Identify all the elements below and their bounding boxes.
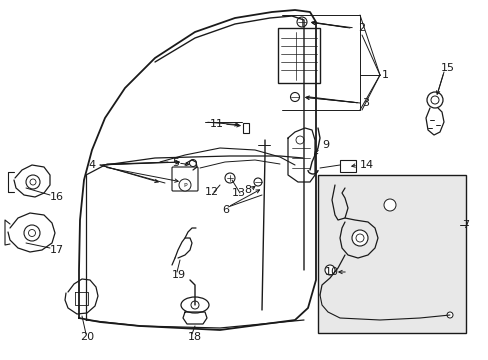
Text: 19: 19 bbox=[172, 270, 186, 280]
Circle shape bbox=[28, 230, 36, 237]
Circle shape bbox=[355, 234, 363, 242]
Circle shape bbox=[224, 173, 235, 183]
Circle shape bbox=[253, 178, 262, 186]
Text: 2: 2 bbox=[357, 23, 365, 33]
Bar bbox=[317, 175, 465, 333]
Text: 4: 4 bbox=[88, 160, 95, 170]
Circle shape bbox=[290, 93, 299, 102]
Circle shape bbox=[24, 225, 40, 241]
Circle shape bbox=[179, 179, 191, 191]
Circle shape bbox=[351, 230, 367, 246]
Text: 1: 1 bbox=[381, 70, 388, 80]
Text: 15: 15 bbox=[440, 63, 454, 73]
Bar bbox=[339, 160, 355, 172]
Text: 11: 11 bbox=[209, 119, 224, 129]
Circle shape bbox=[30, 179, 36, 185]
Text: 12: 12 bbox=[204, 187, 219, 197]
Circle shape bbox=[426, 92, 442, 108]
Circle shape bbox=[325, 265, 334, 275]
Circle shape bbox=[446, 312, 452, 318]
FancyBboxPatch shape bbox=[172, 167, 198, 191]
Bar bbox=[278, 28, 319, 83]
Text: 6: 6 bbox=[222, 205, 228, 215]
Text: 17: 17 bbox=[50, 245, 64, 255]
Text: 7: 7 bbox=[461, 220, 468, 230]
Text: 10: 10 bbox=[325, 267, 338, 277]
Circle shape bbox=[189, 159, 196, 166]
Text: 8: 8 bbox=[244, 185, 251, 195]
Circle shape bbox=[295, 136, 304, 144]
Text: 9: 9 bbox=[321, 140, 328, 150]
Text: 5: 5 bbox=[172, 158, 179, 168]
Circle shape bbox=[430, 96, 438, 104]
Text: P: P bbox=[183, 183, 186, 188]
Ellipse shape bbox=[181, 297, 208, 313]
Circle shape bbox=[26, 175, 40, 189]
Text: 3: 3 bbox=[361, 98, 368, 108]
Text: 18: 18 bbox=[187, 332, 202, 342]
Circle shape bbox=[383, 199, 395, 211]
Text: 13: 13 bbox=[231, 188, 245, 198]
Bar bbox=[243, 123, 248, 133]
Circle shape bbox=[191, 301, 199, 309]
Text: 16: 16 bbox=[50, 192, 64, 202]
Text: 14: 14 bbox=[359, 160, 373, 170]
Circle shape bbox=[296, 17, 306, 27]
Text: 20: 20 bbox=[80, 332, 94, 342]
